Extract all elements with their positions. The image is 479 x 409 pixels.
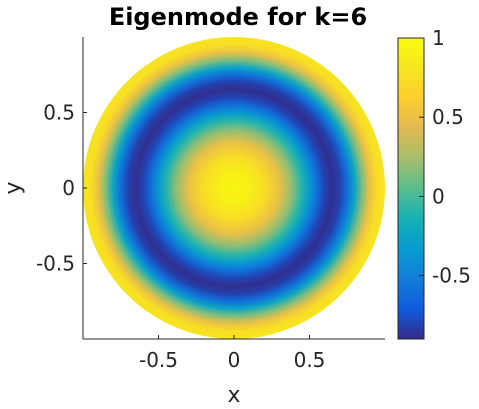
y-tick-label: 0.5 xyxy=(43,101,75,125)
eigenmode-disk xyxy=(83,37,385,339)
x-tick-label: 0 xyxy=(228,348,241,372)
colorbar-tick-label: 0.5 xyxy=(432,105,464,129)
chart-title: Eigenmode for k=6 xyxy=(109,3,367,31)
x-tick-label: -0.5 xyxy=(139,348,178,372)
y-axis-label: y xyxy=(1,181,26,194)
colorbar-body xyxy=(397,37,425,340)
x-tick-label: 0.5 xyxy=(294,348,326,372)
y-tick-label: 0 xyxy=(62,176,75,200)
colorbar-tick-label: 0 xyxy=(432,184,445,208)
colorbar-tick-label: -0.5 xyxy=(432,264,471,288)
colorbar: -0.5 0 0.5 1 xyxy=(397,26,471,340)
colorbar-tick-label: 1 xyxy=(432,26,445,50)
colorbar-ticks: -0.5 0 0.5 1 xyxy=(419,26,471,288)
x-ticks: -0.5 0 0.5 xyxy=(139,335,325,372)
y-tick-label: -0.5 xyxy=(36,252,75,276)
y-ticks: 0.5 0 -0.5 xyxy=(36,101,87,276)
x-axis-label: x xyxy=(227,383,240,408)
plot-axes: -0.5 0 0.5 0.5 0 -0.5 xyxy=(36,37,385,372)
